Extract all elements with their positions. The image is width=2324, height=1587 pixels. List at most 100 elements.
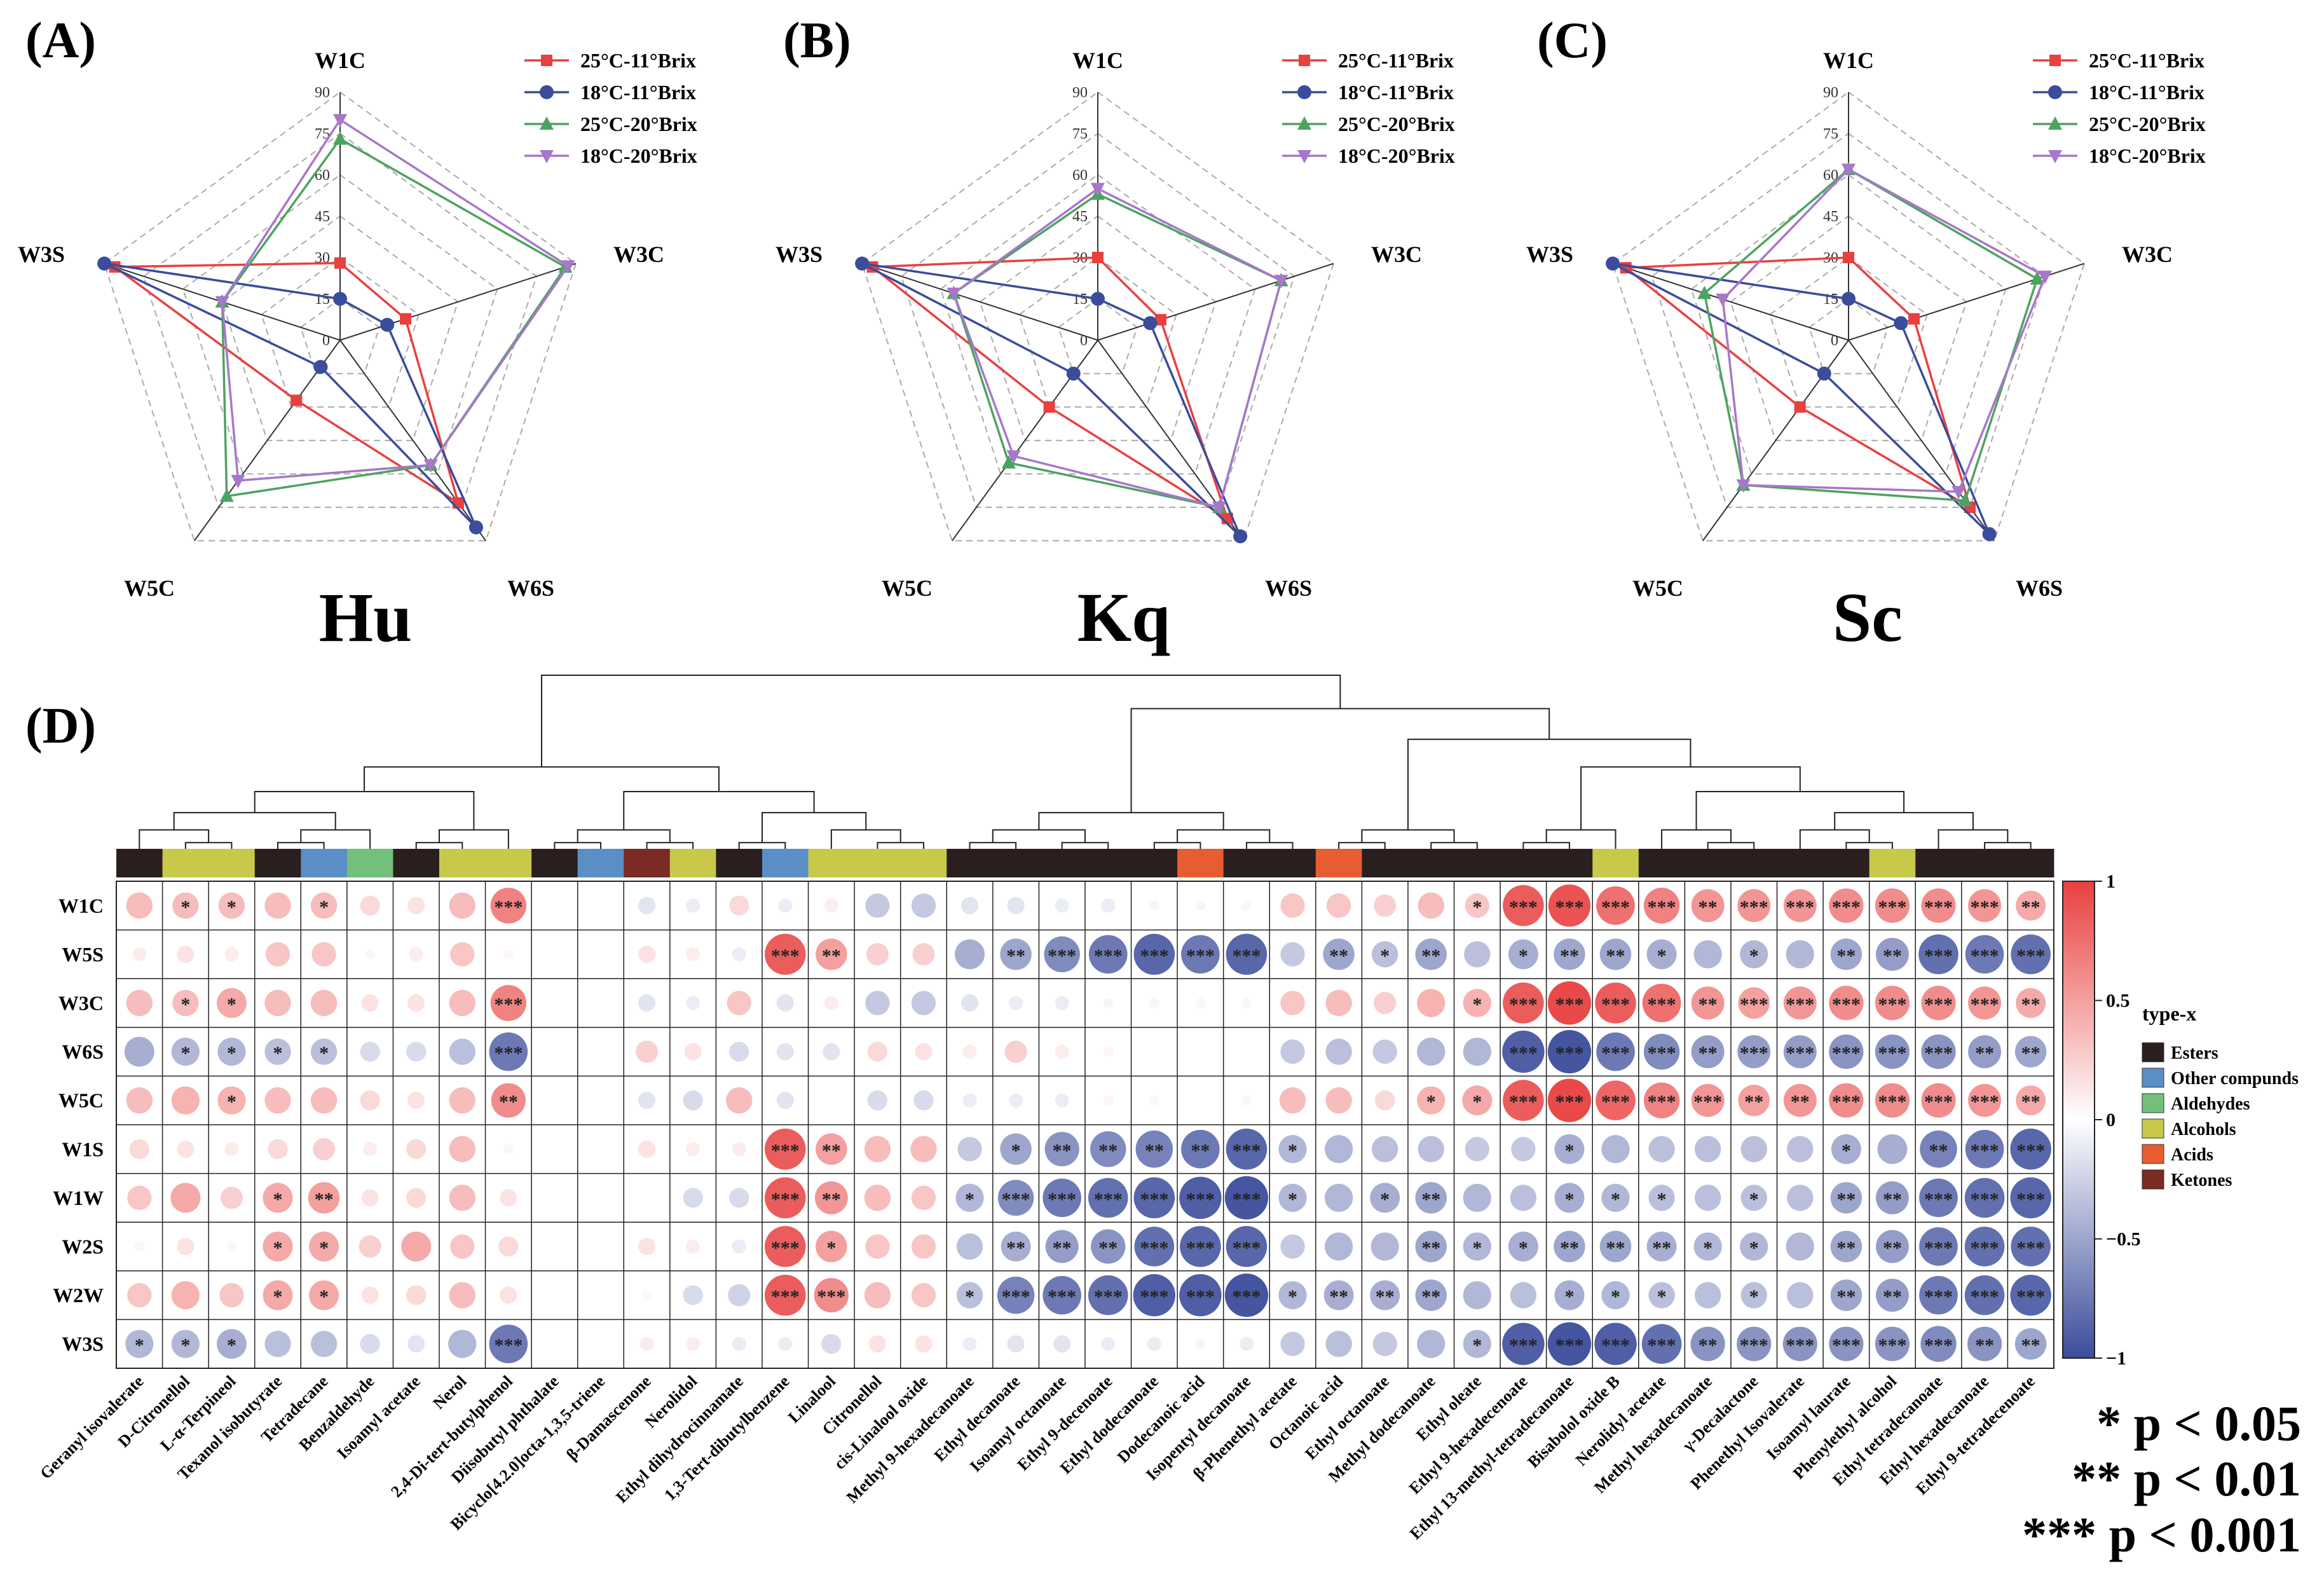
- corr-circle: [406, 1285, 427, 1305]
- corr-circle: [2016, 988, 2046, 1018]
- sig-stars: *: [1564, 1189, 1574, 1210]
- corr-circle: [1691, 1083, 1725, 1117]
- radar-data-point: [1817, 366, 1831, 381]
- sig-stars: *: [1519, 945, 1528, 966]
- corr-circle: [1241, 998, 1252, 1008]
- corr-circle: [217, 1086, 246, 1115]
- corr-circle: [1042, 1275, 1081, 1315]
- sig-stars: ***: [1924, 1335, 1953, 1356]
- sig-stars: *: [1749, 1238, 1759, 1259]
- sig-stars: **: [1006, 1238, 1025, 1259]
- corr-circle: [915, 1335, 933, 1353]
- sig-stars: ***: [1924, 1092, 1953, 1113]
- corr-circle: [1417, 1329, 1446, 1358]
- sig-stars: **: [1098, 1140, 1118, 1161]
- sig-stars: **: [822, 945, 841, 966]
- dendrogram-branch: [1661, 829, 1732, 849]
- corr-circle: [170, 1183, 201, 1213]
- radar-axis-label: W6S: [507, 575, 554, 601]
- radar-tick-label: 0: [1831, 333, 1838, 349]
- corr-circle: [865, 893, 890, 918]
- sig-stars: ***: [1140, 1286, 1168, 1307]
- sig-stars: *: [181, 1043, 190, 1064]
- corr-circle: [1224, 1176, 1269, 1220]
- corr-circle: [1554, 1280, 1585, 1310]
- corr-circle: [960, 994, 979, 1012]
- corr-circle: [1601, 1183, 1630, 1213]
- corr-circle: [1280, 1234, 1305, 1259]
- row-label: W2W: [53, 1284, 104, 1307]
- corr-circle: [1783, 889, 1817, 923]
- corr-circle: [1737, 1326, 1772, 1361]
- radar-data-point: [1982, 526, 1997, 541]
- row-label: W3C: [58, 992, 104, 1015]
- corr-circle: [1149, 998, 1159, 1008]
- sig-stars: ***: [1924, 1189, 1953, 1210]
- sig-stars: **: [1191, 1140, 1210, 1161]
- corr-circle: [126, 1087, 153, 1114]
- corr-circle: [1919, 1227, 1958, 1266]
- sig-stars: ***: [1509, 897, 1538, 917]
- corr-circle: [816, 1230, 847, 1263]
- radar-data-point: [855, 256, 870, 271]
- sig-stars: **: [1329, 945, 1348, 966]
- corr-circle: [1133, 1274, 1176, 1317]
- corr-circle: [363, 1142, 378, 1157]
- sig-stars: ***: [1232, 1189, 1261, 1210]
- sig-stars: **: [2021, 994, 2040, 1015]
- corr-circle: [1149, 900, 1159, 911]
- sig-stars: ***: [1878, 897, 1906, 917]
- corr-circle: [171, 1281, 200, 1310]
- corr-circle: [498, 1236, 519, 1257]
- corr-circle: [1278, 1281, 1307, 1310]
- sig-stars: ***: [1186, 1189, 1215, 1210]
- corr-circle: [1372, 1331, 1397, 1356]
- sig-legend-1: * p < 0.05: [2096, 1396, 2301, 1451]
- sig-stars: *: [319, 1238, 329, 1259]
- radar-axis-label: W1C: [315, 48, 366, 73]
- radar-data-point: [1958, 493, 1972, 507]
- dendrogram-branch: [1799, 829, 1870, 849]
- corr-circle: [1691, 889, 1725, 923]
- type-legend-label: Alcohols: [2171, 1120, 2236, 1139]
- sig-stars: **: [1836, 945, 1856, 966]
- radar-axis-label: W3C: [613, 242, 664, 267]
- corr-circle: [1648, 1185, 1675, 1211]
- sig-stars: **: [1883, 945, 1902, 966]
- radar-axis-label: W1C: [1823, 48, 1874, 73]
- corr-circle: [865, 991, 890, 1015]
- corr-circle: [764, 933, 806, 975]
- radar-legend-label: 25°C-20°Brix: [2089, 113, 2206, 135]
- radar-data-point: [468, 520, 483, 535]
- sig-stars: *: [1288, 1286, 1297, 1307]
- sig-stars: ***: [1140, 1189, 1168, 1210]
- corr-circle: [1596, 1032, 1635, 1071]
- corr-circle: [449, 1185, 475, 1211]
- corr-circle: [2014, 1036, 2047, 1068]
- sig-stars: *: [1564, 1286, 1574, 1307]
- column-label: β-Damascenone: [563, 1372, 655, 1464]
- corr-circle: [449, 1282, 475, 1309]
- corr-circle: [1787, 1282, 1814, 1309]
- sig-stars: ***: [1648, 1043, 1676, 1064]
- dendrogram-branch: [1430, 842, 1478, 849]
- corr-circle: [1179, 1274, 1222, 1317]
- corr-circle: [1415, 938, 1447, 970]
- corr-circle: [1643, 888, 1680, 924]
- radar-name-hu: Hu: [319, 579, 413, 656]
- corr-circle: [1464, 941, 1491, 968]
- corr-circle: [1324, 1232, 1353, 1261]
- corr-circle: [2011, 934, 2051, 975]
- sig-stars: **: [2021, 897, 2040, 917]
- sig-stars: ***: [1740, 1043, 1768, 1064]
- sig-stars: ***: [1232, 945, 1261, 966]
- corr-circle: [1875, 1083, 1910, 1118]
- corr-circle: [1195, 1338, 1206, 1349]
- corr-circle: [1044, 1132, 1079, 1167]
- type-bar-cell: [1407, 849, 1455, 877]
- sig-stars: ***: [1186, 1238, 1215, 1259]
- sig-stars: **: [1836, 1286, 1856, 1307]
- radar-legend-marker: [540, 116, 554, 130]
- corr-circle: [911, 893, 936, 918]
